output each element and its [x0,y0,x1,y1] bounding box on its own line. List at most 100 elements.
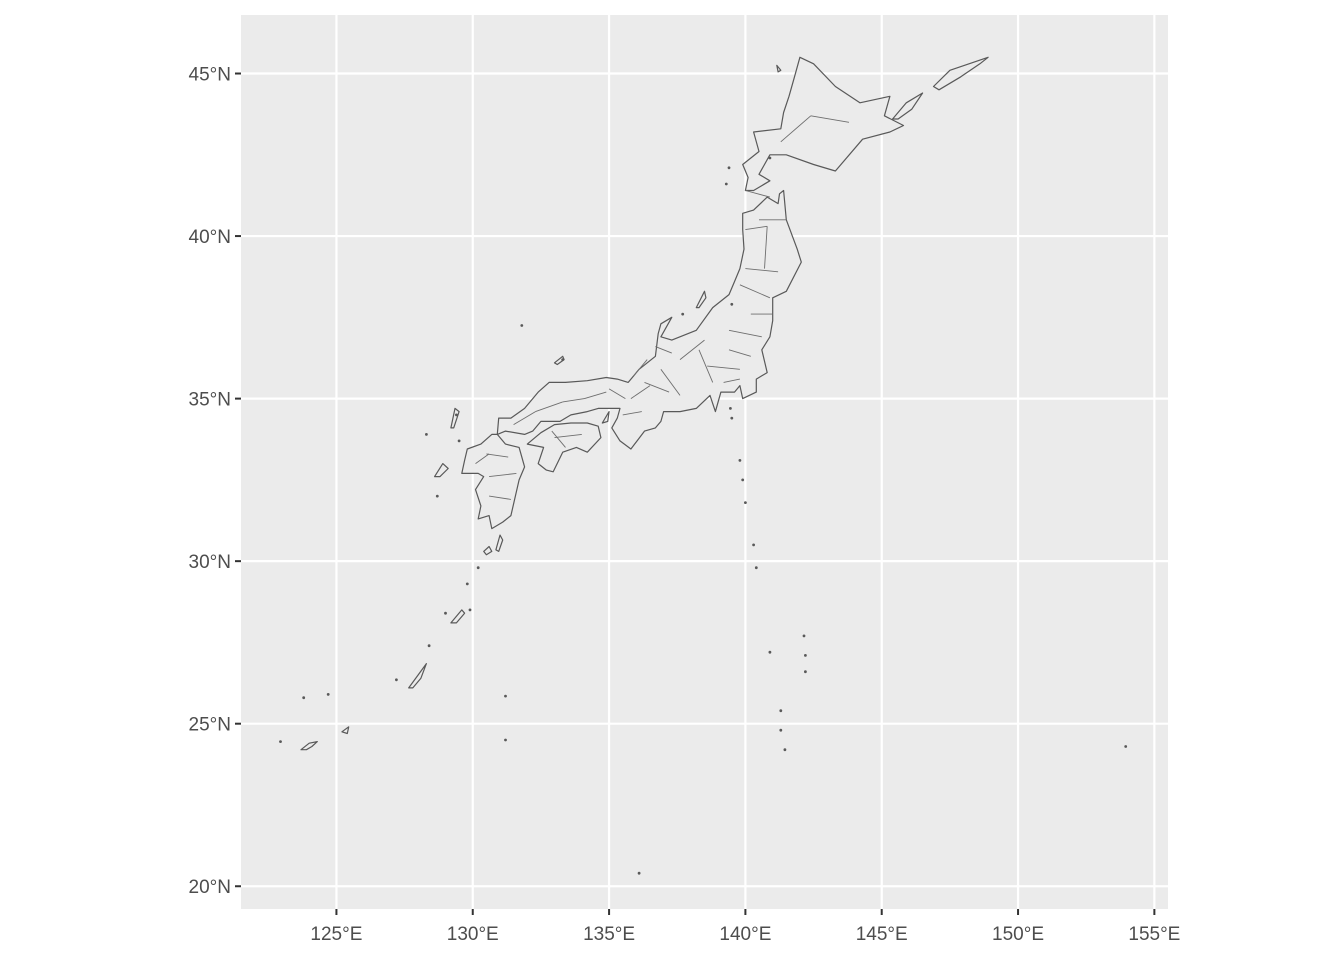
islet-32 [727,166,731,170]
prefecture-border-27 [475,453,490,464]
prefecture-border-26 [489,495,511,500]
islet-17 [504,738,507,742]
region-goto [434,463,449,478]
tick-label-x-1: 130°E [447,924,499,945]
islet-13 [783,748,787,752]
islet-28 [444,611,447,615]
tick-label-y-3: 35°N [189,390,231,411]
japan-landmass [300,56,989,751]
prefecture-border-18 [584,391,607,400]
tick-label-y-0: 20°N [189,877,231,898]
prefecture-border-10 [723,378,740,383]
tick-label-x-4: 145°E [856,924,908,945]
region-etorofu [932,56,989,91]
tick-label-y-4: 40°N [189,227,231,248]
prefecture-border-30 [780,115,812,143]
islet-26 [476,566,480,570]
prefecture-border-15 [630,385,651,399]
prefecture-border-12 [679,339,705,360]
prefecture-border-2 [745,225,768,231]
islet-21 [326,693,330,696]
islet-25 [465,582,469,586]
region-tanegashima [495,534,504,553]
region-awaji [601,411,610,424]
prefecture-border-28 [633,359,648,377]
islet-27 [468,608,472,612]
islet-8 [804,654,807,657]
tick-label-y-2: 30°N [189,552,231,573]
small-islands [279,156,1128,875]
islet-15 [1124,745,1128,748]
prefecture-border-9 [707,365,740,370]
islet-34 [730,302,734,306]
prefecture-border-11 [698,349,714,383]
islet-31 [768,156,772,160]
tick-label-x-6: 155°E [1128,924,1180,945]
islet-37 [425,433,428,436]
plot-panel-background [241,15,1168,909]
prefecture-border-29 [655,346,672,354]
islet-4 [744,501,747,504]
prefecture-border-0 [745,190,771,198]
islet-33 [724,182,728,186]
prefecture-borders [475,115,850,500]
tick-label-x-2: 135°E [583,924,635,945]
islet-9 [804,670,807,674]
region-okinawa [408,662,427,689]
islet-0 [729,407,732,410]
islet-36 [455,413,458,417]
islet-30 [681,312,685,316]
axes: 125°E 130°E 135°E 140°E 145°E 150°E 155°E 20°N 2… [189,65,1181,945]
prefecture-border-13 [660,369,681,396]
region-hokkaido [742,56,905,192]
islet-10 [768,650,772,654]
region-kyushu [461,433,526,530]
islet-7 [802,634,806,638]
region-kunashiri [891,92,924,120]
prefecture-border-19 [562,398,585,403]
islet-22 [279,740,282,743]
prefecture-border-14 [644,381,670,393]
prefecture-border-4 [745,268,779,273]
islet-12 [779,728,783,732]
islet-14 [637,871,641,875]
prefecture-border-25 [489,472,517,478]
prefecture-border-31 [810,115,850,123]
tick-label-x-0: 125°E [310,924,362,945]
region-yakushima [483,545,493,556]
prefecture-border-22 [554,433,582,439]
tick-label-y-5: 45°N [189,65,231,86]
islet-35 [457,439,461,443]
region-amami [450,609,466,624]
prefecture-border-8 [728,349,751,357]
region-sakhalin-tip-rishiri [776,64,782,73]
islet-6 [754,566,758,570]
islet-23 [395,678,398,682]
region-miyako [341,726,350,735]
prefecture-border-5 [739,284,771,299]
islet-11 [779,709,783,713]
prefecture-border-20 [535,401,563,413]
prefecture-border-23 [551,430,566,448]
tick-label-y-1: 25°N [189,715,231,736]
tick-label-x-5: 150°E [992,924,1044,945]
region-tsushima [450,407,460,429]
region-sado [695,290,707,309]
region-shikoku [526,422,602,473]
region-honshu [496,189,802,450]
islet-29 [561,358,565,361]
prefecture-border-21 [513,411,536,425]
prefecture-border-17 [608,388,626,399]
tick-label-x-3: 140°E [719,924,771,945]
prefecture-border-3 [764,226,768,269]
prefecture-border-7 [728,329,762,338]
grid-lines [241,15,1168,909]
islet-20 [302,696,306,700]
islet-3 [741,478,745,482]
region-iriomote-ishigaki [300,740,318,751]
islet-5 [752,543,755,547]
islet-2 [738,459,742,462]
prefecture-border-24 [486,453,509,458]
islet-16 [504,694,507,698]
